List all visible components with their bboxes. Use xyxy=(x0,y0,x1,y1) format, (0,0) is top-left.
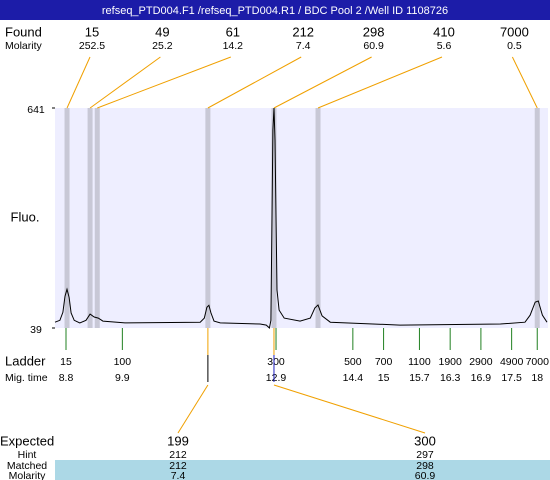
ladder-time: 8.8 xyxy=(59,372,74,384)
expected-row-label: Matched xyxy=(7,460,47,472)
peak-band xyxy=(534,108,540,328)
molarity-label: Molarity xyxy=(5,40,43,52)
expected-row-label: Molarity xyxy=(9,470,47,480)
found-molarity: 7.4 xyxy=(296,40,311,52)
ladder-size: 500 xyxy=(344,356,362,368)
y-tick-label: 641 xyxy=(27,104,45,116)
found-size: 298 xyxy=(363,24,385,39)
expected-connector xyxy=(177,384,209,434)
peak-connector xyxy=(97,56,231,109)
expected-molarity: 7.4 xyxy=(171,470,186,480)
peak-connector xyxy=(66,56,91,109)
ladder-size: 15 xyxy=(60,356,72,368)
ladder-time: 15.7 xyxy=(409,372,430,384)
peak-connector xyxy=(273,56,372,109)
ladder-size: 700 xyxy=(375,356,393,368)
expected-hint: 212 xyxy=(169,449,187,461)
y-axis-label: Fluo. xyxy=(11,209,40,224)
found-molarity: 25.2 xyxy=(152,40,173,52)
peak-band xyxy=(64,108,70,328)
ladder-time: 18 xyxy=(531,372,543,384)
expected-row-label: Hint xyxy=(18,449,37,461)
ladder-size: 2900 xyxy=(469,356,493,368)
matched-row-bg xyxy=(55,460,550,480)
ladder-time: 9.9 xyxy=(115,372,130,384)
expected-matched: 212 xyxy=(169,460,187,472)
peak-band xyxy=(271,108,277,328)
peak-connector xyxy=(317,56,443,109)
ladder-time: 17.5 xyxy=(501,372,522,384)
found-size: 410 xyxy=(433,24,455,39)
found-molarity: 14.2 xyxy=(223,40,244,52)
peak-band xyxy=(315,108,321,328)
peak-band xyxy=(94,108,100,328)
ladder-size: 7000 xyxy=(526,356,550,368)
expected-expected: 300 xyxy=(414,433,436,448)
expected-expected: 199 xyxy=(167,433,189,448)
ladder-size: 1900 xyxy=(438,356,462,368)
ladder-size: 4900 xyxy=(500,356,524,368)
title: refseq_PTD004.F1 /refseq_PTD004.R1 / BDC… xyxy=(102,5,448,17)
expected-molarity: 60.9 xyxy=(415,470,436,480)
title-bar xyxy=(0,0,550,20)
found-size: 61 xyxy=(226,24,240,39)
ladder-size: 300 xyxy=(267,356,285,368)
ladder-size: 100 xyxy=(114,356,132,368)
peak-band xyxy=(205,108,211,328)
ladder-time: 12.9 xyxy=(266,372,287,384)
y-tick-label: 39 xyxy=(30,324,42,336)
peak-connector xyxy=(207,56,302,109)
mig-time-label: Mig. time xyxy=(5,372,48,384)
ladder-label: Ladder xyxy=(5,353,46,368)
found-molarity: 0.5 xyxy=(507,40,522,52)
ladder-time: 15 xyxy=(378,372,390,384)
found-size: 49 xyxy=(155,24,169,39)
peak-connector xyxy=(89,56,161,109)
found-molarity: 252.5 xyxy=(79,40,105,52)
found-molarity: 60.9 xyxy=(363,40,384,52)
peak-connector xyxy=(511,56,538,109)
peak-band xyxy=(87,108,93,328)
found-size: 212 xyxy=(292,24,314,39)
plot-area xyxy=(55,108,548,328)
found-size: 15 xyxy=(85,24,99,39)
found-molarity: 5.6 xyxy=(437,40,452,52)
ladder-time: 16.3 xyxy=(440,372,461,384)
found-label: Found xyxy=(5,24,42,39)
ladder-time: 14.4 xyxy=(343,372,364,384)
trace xyxy=(54,107,548,329)
expected-row-label: Expected xyxy=(0,433,54,448)
ladder-time: 16.9 xyxy=(471,372,492,384)
expected-connector xyxy=(273,384,426,434)
ladder-size: 1100 xyxy=(408,356,431,368)
expected-hint: 297 xyxy=(416,449,434,461)
found-size: 7000 xyxy=(500,24,529,39)
expected-matched: 298 xyxy=(416,460,434,472)
